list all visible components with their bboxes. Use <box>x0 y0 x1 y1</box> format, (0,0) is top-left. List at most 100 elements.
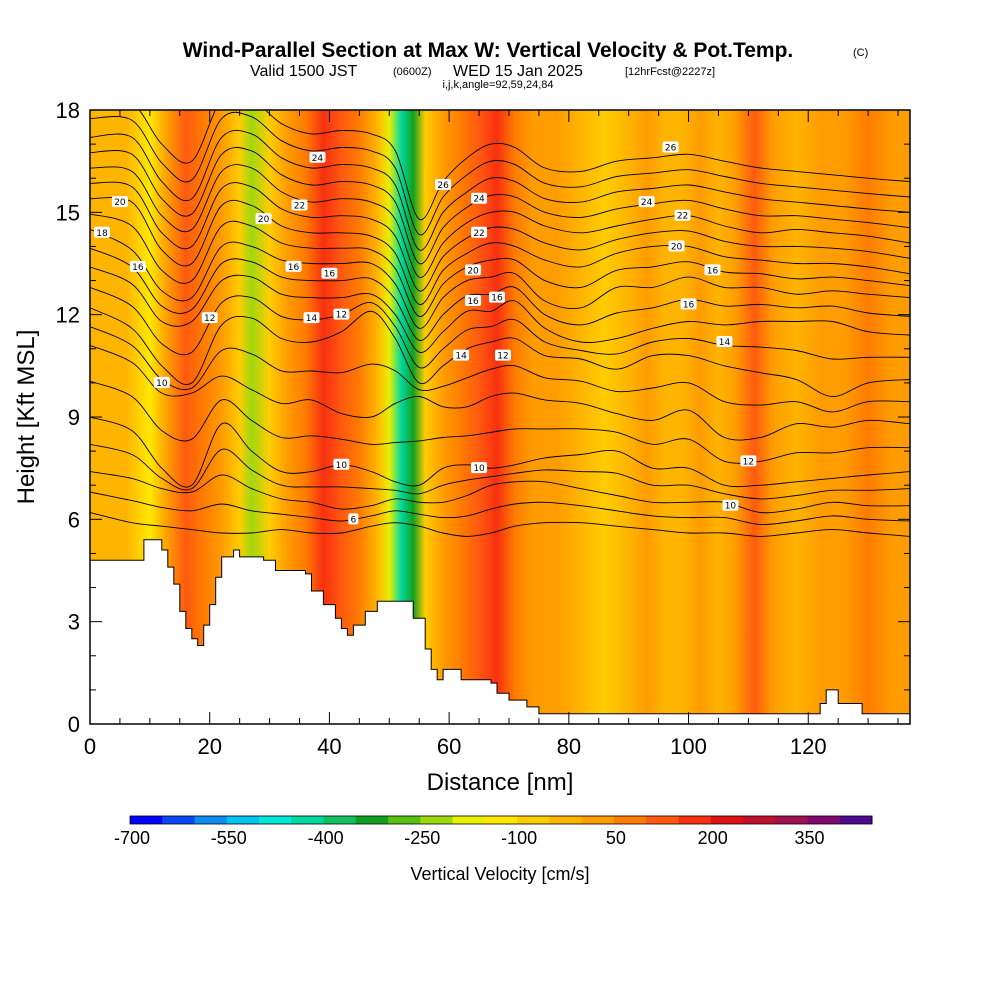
x-tick-label: 100 <box>670 734 707 759</box>
x-tick-label: 60 <box>437 734 461 759</box>
contour-label-bg <box>333 308 350 320</box>
theta-contour-label: 22 <box>291 199 308 212</box>
y-tick-label: 18 <box>56 98 80 123</box>
terrain-mask <box>90 539 910 724</box>
theta-contour-label: 10 <box>722 499 739 512</box>
theta-contour <box>90 164 910 278</box>
theta-contour-label: 24 <box>471 192 488 205</box>
axis-ticks <box>89 109 910 725</box>
chart-title: Wind-Parallel Section at Max W: Vertical… <box>183 39 794 62</box>
colorbar: -700 -550 -400 -250 -100 50 200 350 Vert… <box>114 815 873 884</box>
contour-label-bg <box>303 312 320 324</box>
theta-contour <box>90 471 910 514</box>
contour-label-bg <box>638 196 655 208</box>
colorbar-tick-label: 350 <box>794 828 824 848</box>
contour-label-bg <box>471 462 488 474</box>
colorbar-swatch <box>323 816 357 824</box>
colorbar-swatch <box>420 816 454 824</box>
contour-label-bg <box>333 458 350 470</box>
colorbar-swatch <box>259 816 292 824</box>
theta-contour-label: 10 <box>471 462 488 474</box>
contour-label-text: 16 <box>132 263 144 273</box>
theta-contour-label: 16 <box>129 260 146 273</box>
y-tick-label: 9 <box>68 405 80 430</box>
colorbar-tick-label: 200 <box>698 828 728 848</box>
colorbar-swatch <box>839 816 873 824</box>
theta-contour-label: 20 <box>111 196 128 208</box>
theta-contour-label: 16 <box>285 260 302 273</box>
colorbar-tick-label: -550 <box>211 828 247 848</box>
colorbar-tick-label: 50 <box>606 828 626 848</box>
contour-label-text: 20 <box>671 242 683 252</box>
contour-label-text: 10 <box>725 502 737 512</box>
theta-contour-label: 26 <box>662 141 679 154</box>
subtitle-valid: Valid 1500 JST <box>250 63 358 80</box>
contour-label-bg <box>435 179 452 191</box>
colorbar-frame <box>129 815 873 825</box>
contour-label-text: 16 <box>491 294 503 304</box>
theta-contour-label: 14 <box>716 335 733 348</box>
contour-label-bg <box>722 499 739 511</box>
contour-label-bg <box>674 209 691 221</box>
contour-label-text: 24 <box>312 154 324 164</box>
x-tick-label: 120 <box>790 734 827 759</box>
theta-contour <box>90 307 910 397</box>
theta-contour-label: 6 <box>348 513 359 525</box>
theta-contour-label: 12 <box>740 455 757 467</box>
theta-contour-minor <box>90 181 910 292</box>
subtitle-date: WED 15 Jan 2025 <box>453 63 583 80</box>
contour-label-text: 12 <box>204 314 215 324</box>
theta-contour-label: 12 <box>333 308 350 321</box>
colorbar-swatch <box>646 816 679 824</box>
colorbar-swatch <box>226 816 260 824</box>
contour-label-text: 16 <box>707 266 719 276</box>
contour-label-bg <box>489 291 506 303</box>
colorbar-swatch <box>581 816 615 824</box>
colorbar-swatch <box>355 816 389 824</box>
theta-contour-label: 10 <box>153 376 170 389</box>
contour-label-text: 22 <box>473 229 484 239</box>
contour-label-bg <box>494 349 511 361</box>
contour-label-text: 24 <box>473 195 485 205</box>
y-tick-label: 0 <box>68 712 80 737</box>
y-tick-label: 15 <box>56 200 80 225</box>
colorbar-swatch <box>549 816 583 824</box>
theta-contour <box>90 344 910 441</box>
contour-label-text: 16 <box>288 263 300 273</box>
theta-contour-label: 22 <box>471 226 488 239</box>
contour-label-bg <box>680 298 697 310</box>
theta-contour-label: 12 <box>201 312 218 324</box>
theta-contour-label: 22 <box>674 209 691 222</box>
colorbar-tick-label: -700 <box>114 828 150 848</box>
theta-contour-label: 16 <box>680 298 697 310</box>
contour-label-text: 10 <box>336 461 348 471</box>
contour-label-bg <box>704 264 721 276</box>
colorbar-swatch <box>162 816 196 824</box>
colorbar-swatch <box>775 816 808 824</box>
contour-label-text: 6 <box>350 515 356 525</box>
plot-area: 6 10 10 10 10 12 12 12 12 14 14 14 16 16 16 16 16 16 16 18 2… <box>90 110 910 724</box>
theta-contour-label: 20 <box>465 264 482 276</box>
x-tick-label: 20 <box>197 734 221 759</box>
contour-label-text: 16 <box>683 300 695 310</box>
contour-label-text: 26 <box>665 144 677 154</box>
contour-label-text: 20 <box>114 198 126 208</box>
contour-label-bg <box>668 240 685 252</box>
contour-label-bg <box>716 335 733 347</box>
contour-label-text: 18 <box>96 229 108 239</box>
colorbar-tick-label: -100 <box>501 828 537 848</box>
theta-contours <box>90 110 910 537</box>
contour-label-text: 16 <box>467 297 479 307</box>
colorbar-swatch <box>194 816 228 824</box>
subtitle-forecast: [12hrFcst@2227z] <box>625 66 715 78</box>
colorbar-swatch <box>742 816 776 824</box>
theta-contour-label: 26 <box>435 179 452 191</box>
contour-label-bg <box>348 513 359 525</box>
theta-contour-label: 24 <box>638 196 655 208</box>
x-axis: 0 20 40 60 80 100 120 Distance [nm] <box>84 734 827 796</box>
chart-subtitle: Valid 1500 JST (0600Z) WED 15 Jan 2025 [… <box>250 63 715 80</box>
y-tick-label: 6 <box>68 507 80 532</box>
y-tick-label: 3 <box>68 610 80 635</box>
contour-label-bg <box>471 226 488 238</box>
